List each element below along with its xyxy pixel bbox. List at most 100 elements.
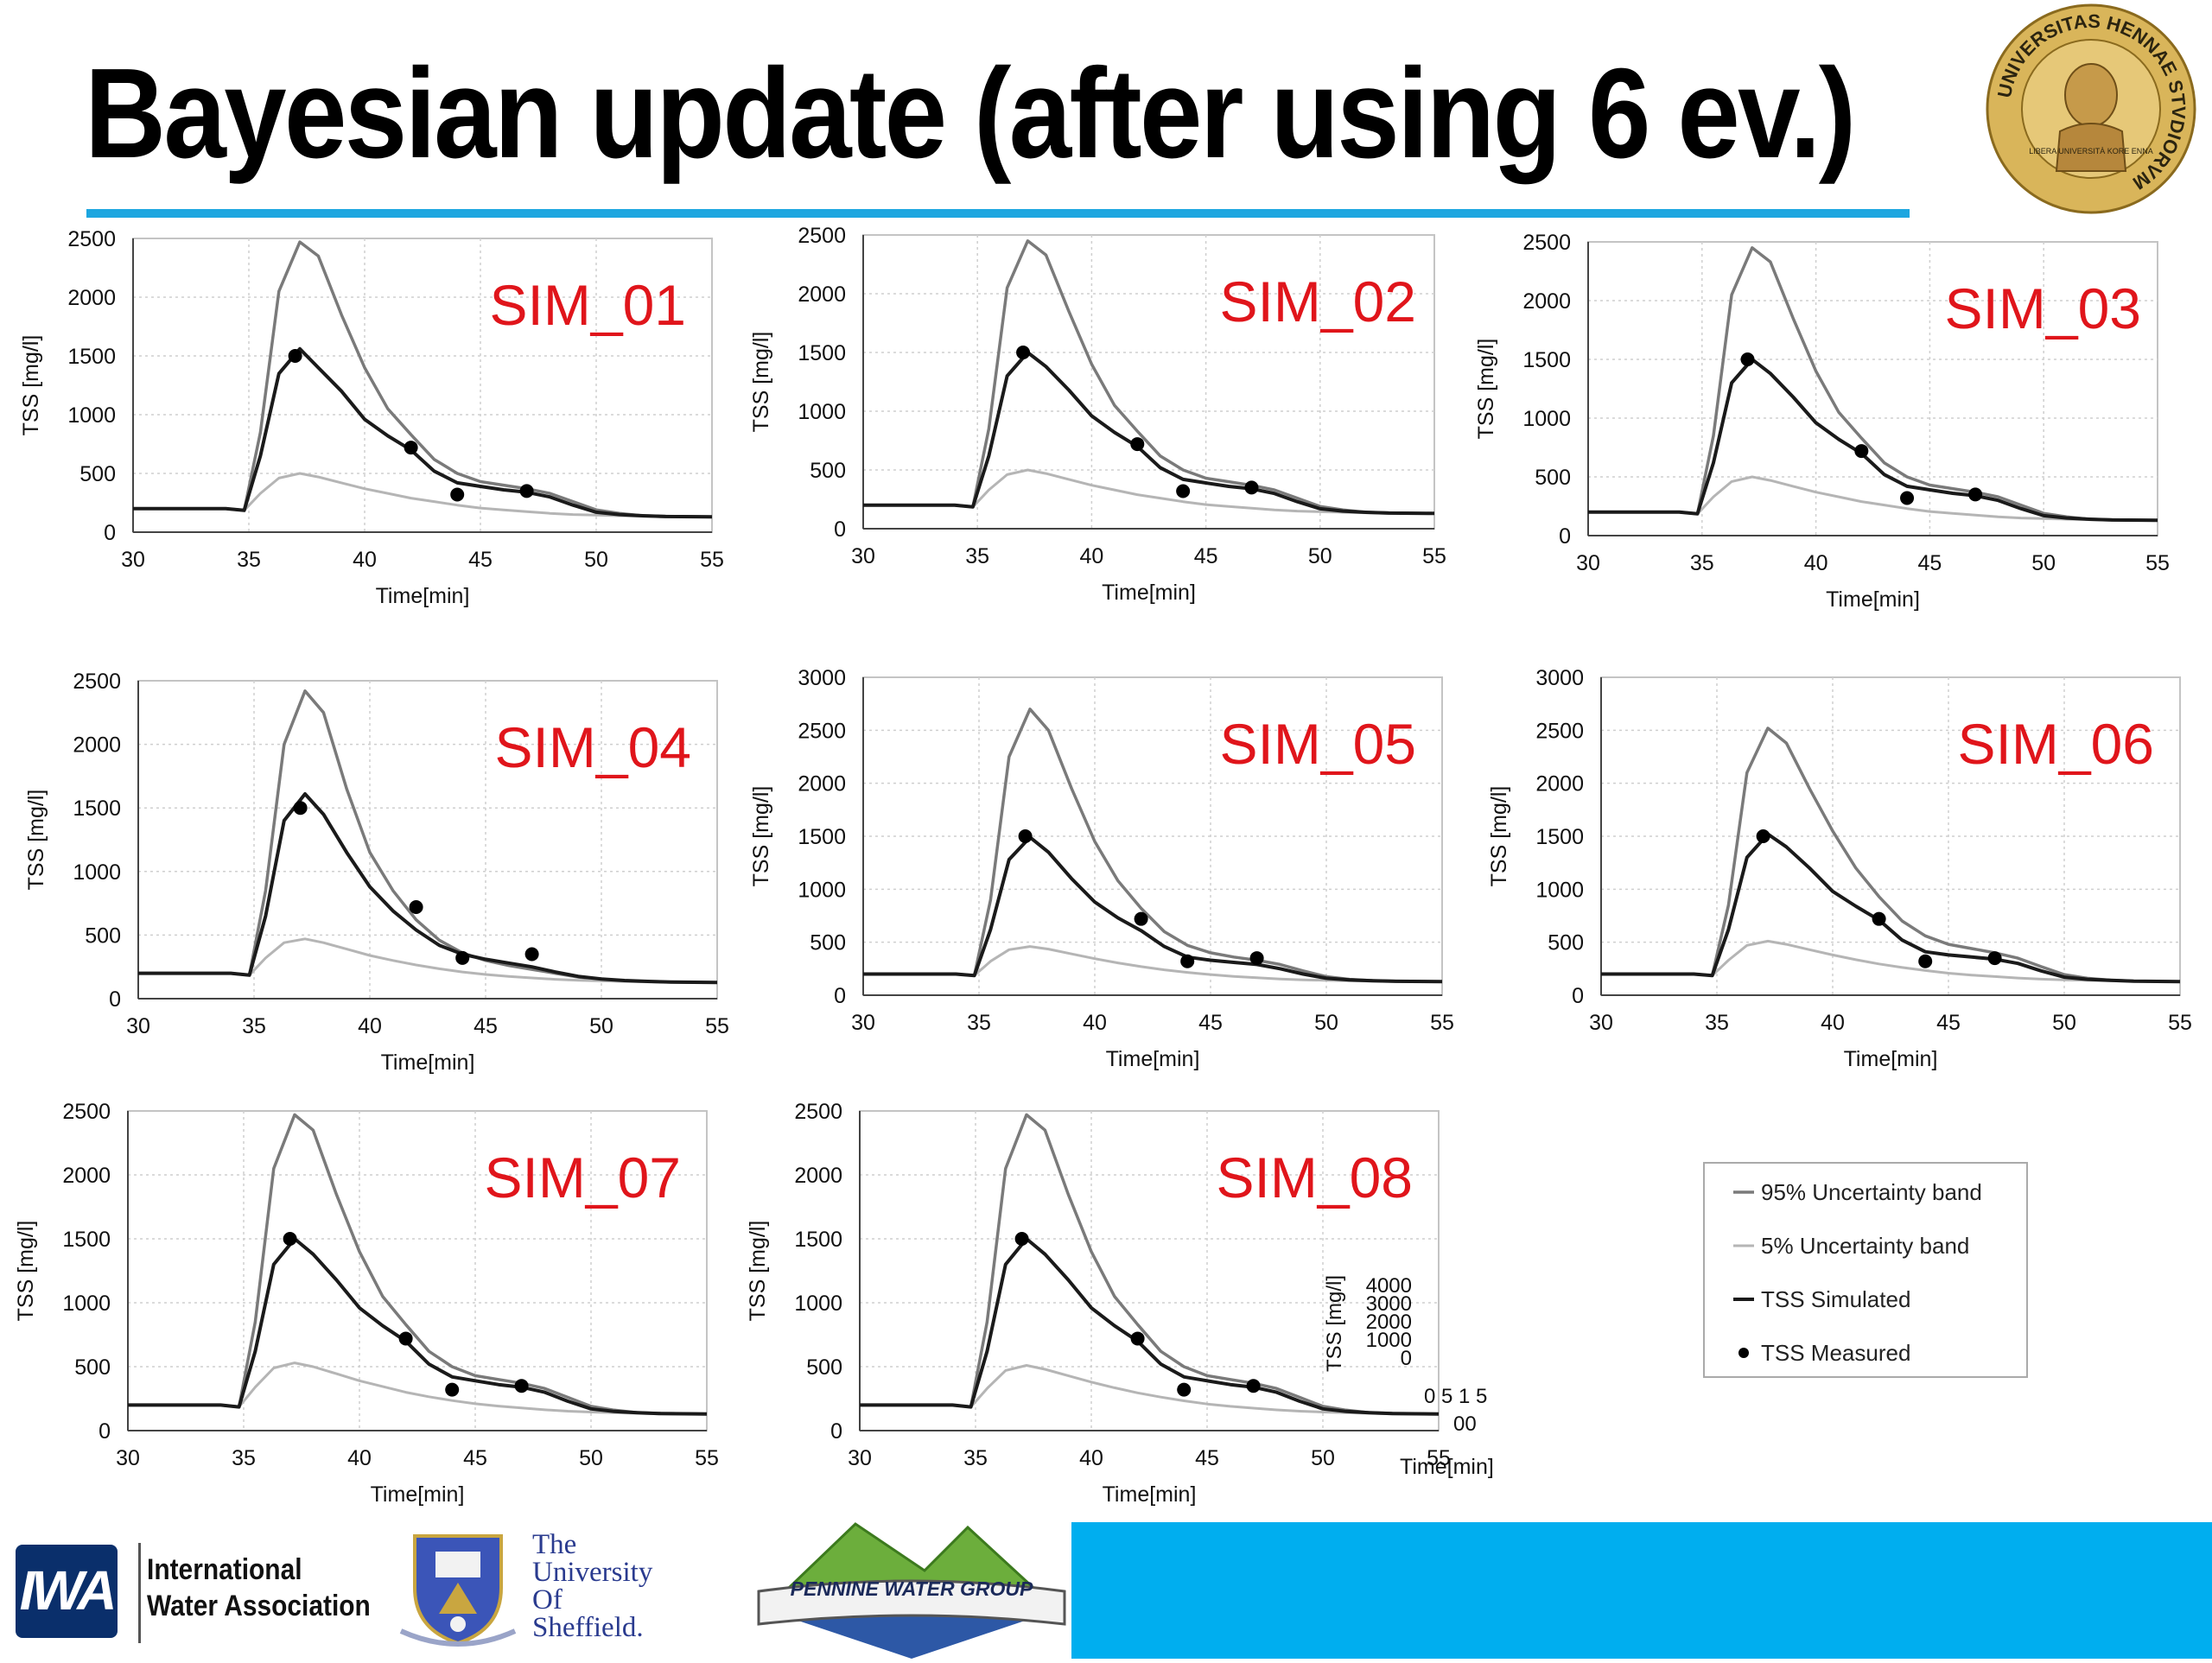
plot-frame	[859, 1110, 1440, 1431]
x-tick-label: 30	[851, 1011, 875, 1035]
stray-y-label: TSS [mg/l]	[1323, 1275, 1346, 1372]
x-tick-label: 35	[967, 1011, 991, 1035]
simulated-line	[133, 346, 713, 519]
y-tick-label: 1500	[67, 345, 116, 369]
stray-y-tick: 0	[1401, 1347, 1412, 1370]
y-tick-label: 1500	[798, 341, 846, 365]
x-tick-label: 50	[2052, 1011, 2076, 1035]
legend-key-measured	[1738, 1348, 1749, 1358]
lower-band-line	[133, 472, 713, 519]
x-tick-label: 50	[589, 1014, 613, 1038]
iwa-line-1: International	[147, 1553, 302, 1586]
x-tick-label: 50	[584, 548, 608, 572]
measured-point	[450, 487, 465, 502]
y-tick-label: 500	[1548, 931, 1584, 955]
x-tick-label: 55	[700, 548, 724, 572]
x-tick-label: 30	[121, 548, 145, 572]
measured-point	[1180, 954, 1195, 968]
y-tick-label: 2000	[1535, 772, 1584, 797]
slide-title: Bayesian update (after using 6 ev.)	[85, 42, 1856, 185]
title-rule	[86, 209, 1910, 218]
x-tick-label: 50	[1308, 544, 1332, 568]
y-axis-label: TSS [mg/l]	[749, 786, 773, 887]
x-tick-label: 50	[2031, 551, 2056, 575]
pennine-water-group-logo: PENNINE WATER GROUP	[752, 1510, 1071, 1659]
measured-point	[1987, 951, 2002, 966]
x-tick-label: 35	[1705, 1011, 1729, 1035]
sim-label: SIM_05	[1220, 712, 1416, 776]
x-tick-label: 50	[579, 1446, 603, 1470]
x-tick-label: 30	[851, 544, 875, 568]
plot-frame	[132, 238, 713, 533]
simulated-line	[860, 1237, 1440, 1416]
x-tick-label: 45	[1917, 551, 1942, 575]
legend-frame	[1703, 1162, 2028, 1378]
upper-band-line	[1588, 246, 2158, 523]
iwa-mark-text: IWA	[19, 1559, 118, 1622]
y-tick-label: 3000	[1535, 666, 1584, 690]
plot-frame	[862, 676, 1443, 996]
stray-y-tick: 3000	[1366, 1292, 1412, 1316]
x-tick-label: 35	[963, 1446, 988, 1470]
stray-x-tick: 00	[1453, 1412, 1477, 1436]
y-tick-label: 1000	[73, 860, 121, 885]
stray-x-tick: 0 5 1 5	[1424, 1385, 1487, 1408]
x-tick-label: 55	[1422, 544, 1446, 568]
x-tick-label: 40	[1821, 1011, 1845, 1035]
x-tick-label: 45	[1194, 544, 1218, 568]
measured-point	[1176, 484, 1191, 498]
x-tick-label: 50	[1314, 1011, 1338, 1035]
university-seal-logo: UNIVERSITAS HENNAE STVDIORVM LIBERA UNIV…	[1986, 3, 2196, 214]
measured-point	[1756, 829, 1770, 843]
y-tick-label: 1500	[62, 1228, 111, 1252]
legend: 95% Uncertainty band 5% Uncertainty band T…	[1703, 1162, 2028, 1378]
x-tick-label: 30	[126, 1014, 150, 1038]
x-tick-label: 55	[1427, 1446, 1451, 1470]
y-tick-label: 2500	[798, 224, 846, 248]
x-tick-label: 30	[1576, 551, 1600, 575]
measured-point	[1249, 951, 1264, 966]
x-tick-label: 35	[1690, 551, 1714, 575]
chart-sim-08: 0 500 1000 1500 2000 2500 30 35 40 45 50 55 Time[min…	[746, 1100, 1451, 1507]
y-tick-label: 2000	[62, 1164, 111, 1188]
upper-band-line	[860, 1113, 1440, 1416]
simulated-line	[1588, 358, 2158, 523]
y-tick-label: 0	[104, 521, 116, 545]
x-tick-label: 45	[1195, 1446, 1219, 1470]
y-tick-label: 2500	[73, 670, 121, 694]
measured-point	[1130, 437, 1145, 452]
measured-point	[283, 1232, 297, 1246]
simulated-line	[128, 1237, 708, 1416]
y-tick-label: 1500	[1535, 825, 1584, 849]
measured-point	[398, 1331, 413, 1346]
sim-label: SIM_06	[1958, 712, 2154, 776]
y-tick-label: 0	[834, 984, 846, 1008]
x-axis-label: Time[min]	[1826, 587, 1920, 612]
measured-point	[1177, 1382, 1192, 1397]
y-tick-label: 1000	[1522, 407, 1571, 431]
measured-point	[524, 947, 539, 962]
y-tick-label: 2000	[798, 282, 846, 307]
x-tick-label: 50	[1311, 1446, 1335, 1470]
upper-band-line	[1601, 727, 2181, 984]
measured-point	[1740, 352, 1755, 366]
legend-item-label: TSS Simulated	[1761, 1286, 1910, 1312]
iwa-mark-icon: IWA	[16, 1545, 118, 1638]
y-tick-label: 2000	[798, 772, 846, 797]
chart-sim-04: 0 500 1000 1500 2000 2500 30 35 40 45 50 55 Time[min…	[24, 670, 729, 1075]
x-axis-label: Time[min]	[381, 1050, 475, 1075]
y-tick-label: 500	[85, 924, 121, 948]
y-axis-label: TSS [mg/l]	[749, 332, 773, 433]
measured-point	[455, 950, 470, 965]
lower-band-line	[128, 1362, 708, 1416]
y-tick-label: 1500	[798, 825, 846, 849]
x-tick-label: 40	[1079, 1446, 1103, 1470]
stray-y-tick: 2000	[1366, 1311, 1412, 1334]
measured-point	[514, 1379, 529, 1393]
upper-band-line	[863, 239, 1435, 516]
lower-band-line	[1588, 475, 2158, 523]
y-tick-label: 2000	[1522, 289, 1571, 314]
chart-sim-06: 0 500 1000 1500 2000 2500 3000 30 35 40 45 50 55 Time…	[1487, 666, 2192, 1071]
measured-point	[293, 801, 308, 816]
